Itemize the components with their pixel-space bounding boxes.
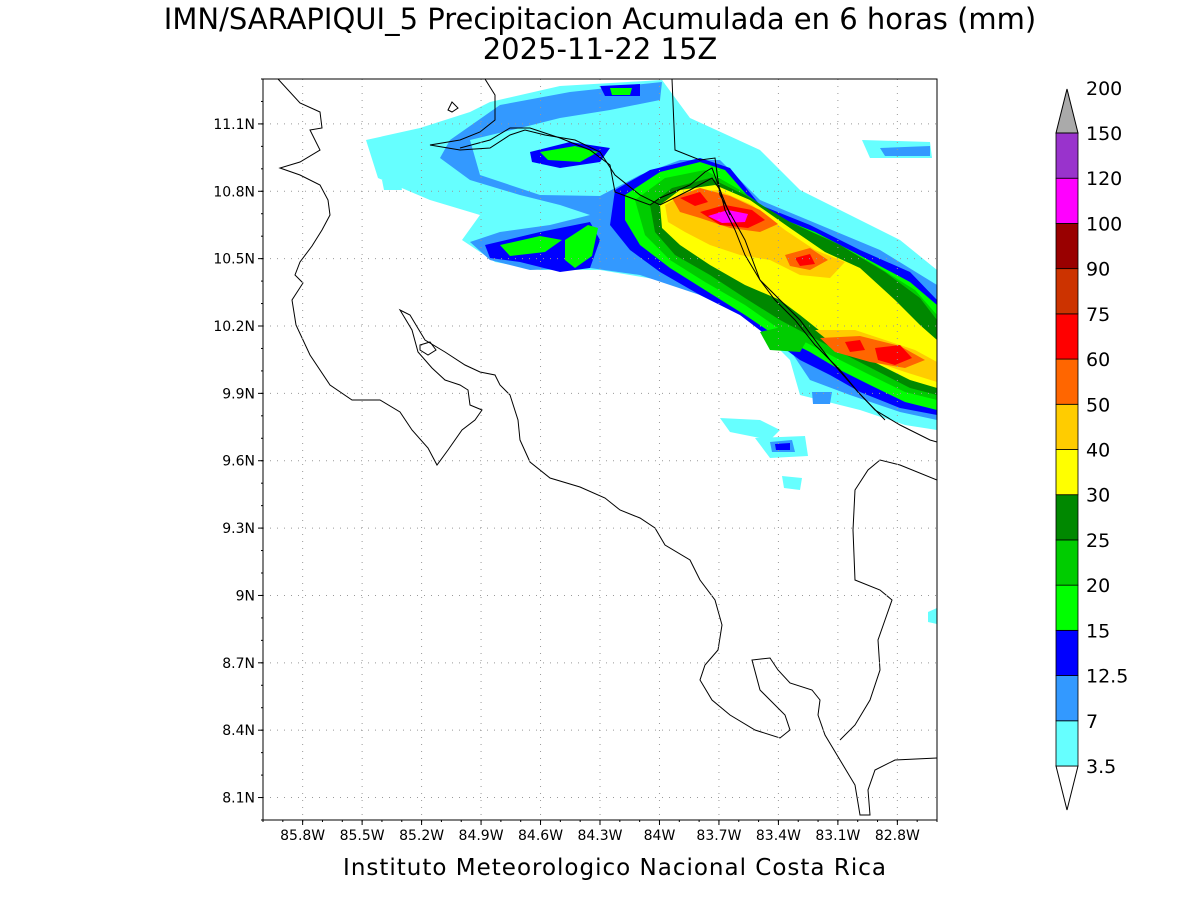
colorbar-label: 120 <box>1086 168 1122 190</box>
precip-area-light <box>928 608 937 624</box>
colorbar-label: 40 <box>1086 440 1110 462</box>
precip-area-15 <box>500 236 562 256</box>
lat-lon-grid <box>263 79 937 820</box>
coastline <box>277 79 937 816</box>
map-datetime: 2025-11-22 15Z <box>482 32 718 66</box>
lat-tick-label: 9.6N <box>222 454 255 470</box>
lat-tick-label: 9N <box>236 588 255 604</box>
precip-area-15 <box>565 225 598 268</box>
lat-tick-label: 8.4N <box>222 723 255 739</box>
precip-area-60 <box>795 254 815 266</box>
precip-area-20 <box>760 325 810 352</box>
colorbar-swatch <box>1055 403 1079 450</box>
lat-tick-label: 8.7N <box>222 656 255 672</box>
lat-tick-label: 11.1N <box>213 117 255 133</box>
precip-area-30 <box>795 292 830 308</box>
lon-tick-label: 85.5W <box>340 828 385 844</box>
colorbar-label: 12.5 <box>1086 666 1128 688</box>
precip-area-light <box>382 178 402 190</box>
lon-tick-label: 83.4W <box>756 828 801 844</box>
island <box>447 101 459 113</box>
colorbar-upper-extension <box>1055 88 1079 134</box>
lon-tick-label: 84.9W <box>459 828 504 844</box>
colorbar-swatch <box>1055 313 1079 360</box>
precip-area-light <box>782 476 802 490</box>
colorbar-swatch <box>1055 177 1079 224</box>
coastline-caribbean <box>429 79 937 443</box>
colorbar-swatch <box>1055 539 1079 586</box>
precip-area-light <box>720 418 780 440</box>
lat-tick-label: 10.2N <box>213 319 255 335</box>
border-panama <box>839 459 937 741</box>
lat-tick-label: 8.1N <box>222 791 255 807</box>
precip-area-7 <box>812 392 832 404</box>
colorbar-swatch <box>1055 675 1079 722</box>
colorbar-swatch <box>1055 720 1079 767</box>
lat-tick-label: 9.9N <box>222 386 255 402</box>
colorbar-label: 7 <box>1086 711 1098 733</box>
colorbar-label: 20 <box>1086 575 1110 597</box>
island <box>419 341 437 356</box>
colorbar-swatch <box>1055 268 1079 315</box>
colorbar-label: 25 <box>1086 530 1110 552</box>
lat-tick-label: 10.5N <box>213 252 255 268</box>
lon-tick-label: 85.8W <box>280 828 325 844</box>
colorbar-swatch <box>1055 584 1079 631</box>
precip-area-60 <box>680 192 708 206</box>
lon-tick-label: 83.1W <box>815 828 860 844</box>
precip-area-15 <box>610 88 632 95</box>
precip-area-15 <box>540 146 598 162</box>
colorbar-label: 30 <box>1086 485 1110 507</box>
coastline-pacific <box>277 79 937 816</box>
colorbar-swatch <box>1055 223 1079 270</box>
precip-area-12 <box>775 443 790 450</box>
colorbar-label: 200 <box>1086 78 1122 100</box>
colorbar-swatch <box>1055 449 1079 496</box>
colorbar-swatch <box>1055 132 1079 179</box>
border-nicaragua <box>459 127 731 216</box>
longitude-axis: 85.8W 85.5W 85.2W 84.9W 84.6W 84.3W 84W 83.7W 83… <box>262 820 938 844</box>
colorbar-label: 150 <box>1086 123 1122 145</box>
colorbar-label: 60 <box>1086 349 1110 371</box>
lat-tick-label: 9.3N <box>222 521 255 537</box>
lon-tick-label: 84.6W <box>518 828 563 844</box>
lon-tick-label: 84W <box>644 828 676 844</box>
precipitation-field <box>366 80 937 624</box>
colorbar-label: 100 <box>1086 213 1122 235</box>
colorbar-label: 90 <box>1086 259 1110 281</box>
map-title: IMN/SARAPIQUI_5 Precipitacion Acumulada … <box>163 2 1037 36</box>
colorbar-swatch <box>1055 358 1079 405</box>
precip-area-60 <box>875 345 912 365</box>
precip-area-60 <box>845 340 865 352</box>
latitude-axis: 8.1N 8.4N 8.7N 9N 9.3N 9.6N 9.9N 10.2N 10.5N 10.8… <box>213 78 263 821</box>
colorbar-label: 15 <box>1086 620 1110 642</box>
footer-credit: Instituto Meteorologico Nacional Costa R… <box>343 855 887 881</box>
lon-tick-label: 82.8W <box>875 828 920 844</box>
colorbar-label: 3.5 <box>1086 756 1116 778</box>
lon-tick-label: 84.3W <box>577 828 622 844</box>
colorbar-label: 50 <box>1086 394 1110 416</box>
colorbar-label: 75 <box>1086 304 1110 326</box>
lat-tick-label: 10.8N <box>213 184 255 200</box>
colorbar-swatch <box>1055 629 1079 676</box>
border-river <box>671 79 886 421</box>
precip-area-7 <box>880 146 930 156</box>
lon-tick-label: 83.7W <box>696 828 741 844</box>
lon-tick-label: 85.2W <box>399 828 444 844</box>
colorbar-lower-extension <box>1055 765 1079 811</box>
colorbar-swatch <box>1055 494 1079 541</box>
colorbar: 3.5 7 12.5 15 20 25 30 40 50 60 75 90 100 120 150 200 <box>1055 78 1128 811</box>
